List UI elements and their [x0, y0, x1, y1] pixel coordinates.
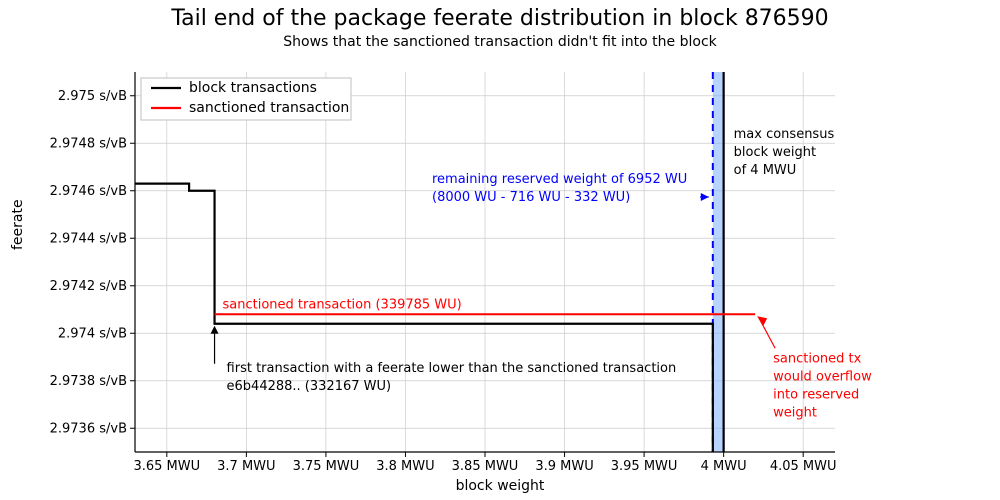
- overflow-annot: sanctioned tx: [773, 351, 862, 366]
- y-tick-label: 2.9746 s/vB: [50, 184, 127, 199]
- y-tick-label: 2.9736 s/vB: [50, 421, 127, 436]
- max-consensus-annot: of 4 MWU: [734, 163, 797, 178]
- chart-canvas: 3.65 MWU 3.7 MWU 3.75 MWU 3.8 MWU 3.85 MWU 3.…: [0, 0, 1000, 500]
- first-tx-annot: first transaction with a feerate lower t…: [227, 361, 677, 376]
- legend-label: block transactions: [189, 80, 317, 96]
- y-tick-label: 2.974 s/vB: [58, 326, 127, 341]
- x-tick-label: 4 MWU: [701, 459, 747, 474]
- max-consensus-annot: block weight: [734, 145, 816, 160]
- y-tick-label: 2.9748 s/vB: [50, 136, 127, 151]
- y-tick-label: 2.9738 s/vB: [50, 374, 127, 389]
- x-tick-label: 3.9 MWU: [535, 459, 593, 474]
- x-tick-label: 3.65 MWU: [133, 459, 200, 474]
- x-tick-label: 3.85 MWU: [452, 459, 519, 474]
- x-tick-label: 3.75 MWU: [293, 459, 360, 474]
- sanctioned-tx-label: sanctioned transaction (339785 WU): [223, 297, 462, 312]
- x-tick-label: 4.05 MWU: [770, 459, 837, 474]
- reserved-weight-annot-2: (8000 WU - 716 WU - 332 WU): [432, 190, 630, 205]
- y-tick-label: 2.9744 s/vB: [50, 231, 127, 246]
- x-tick-label: 3.95 MWU: [611, 459, 678, 474]
- max-consensus-annot: max consensus: [734, 127, 835, 142]
- x-tick-label: 3.7 MWU: [217, 459, 275, 474]
- legend-label: sanctioned transaction: [189, 100, 349, 116]
- overflow-annot: weight: [773, 405, 817, 420]
- first-tx-annot-2: e6b44288.. (332167 WU): [227, 379, 392, 394]
- x-tick-label: 3.8 MWU: [376, 459, 434, 474]
- reserved-weight-annot: remaining reserved weight of 6952 WU: [432, 172, 687, 187]
- overflow-annot: would overflow: [773, 369, 872, 384]
- reserved-weight-band: [713, 72, 724, 452]
- overflow-annot: into reserved: [773, 387, 859, 402]
- y-tick-label: 2.975 s/vB: [58, 89, 127, 104]
- y-tick-label: 2.9742 s/vB: [50, 279, 127, 294]
